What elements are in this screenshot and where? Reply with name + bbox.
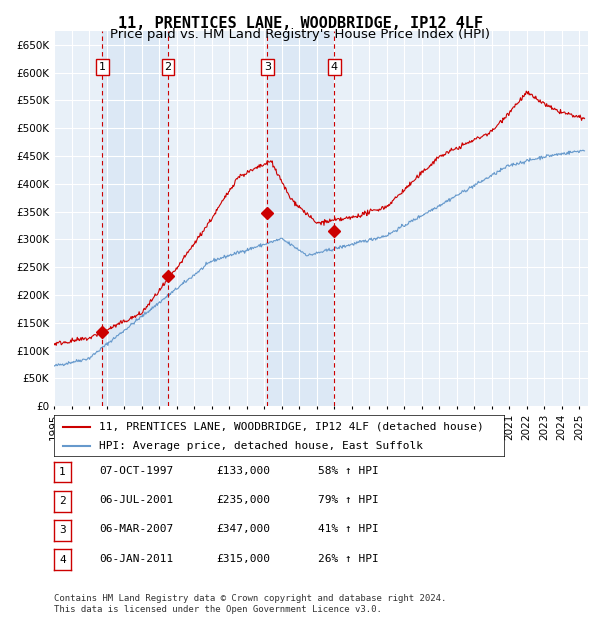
Text: 58% ↑ HPI: 58% ↑ HPI xyxy=(318,466,379,476)
Text: 11, PRENTICES LANE, WOODBRIDGE, IP12 4LF: 11, PRENTICES LANE, WOODBRIDGE, IP12 4LF xyxy=(118,16,482,30)
Text: 11, PRENTICES LANE, WOODBRIDGE, IP12 4LF (detached house): 11, PRENTICES LANE, WOODBRIDGE, IP12 4LF… xyxy=(99,422,484,432)
Bar xyxy=(267,31,334,406)
Text: 4: 4 xyxy=(331,62,338,72)
Text: 3: 3 xyxy=(59,525,66,536)
Text: 07-OCT-1997: 07-OCT-1997 xyxy=(99,466,173,476)
Text: 1: 1 xyxy=(59,467,66,477)
Text: 06-JUL-2001: 06-JUL-2001 xyxy=(99,495,173,505)
Text: HPI: Average price, detached house, East Suffolk: HPI: Average price, detached house, East… xyxy=(99,441,423,451)
Text: Price paid vs. HM Land Registry's House Price Index (HPI): Price paid vs. HM Land Registry's House … xyxy=(110,28,490,41)
Text: 26% ↑ HPI: 26% ↑ HPI xyxy=(318,554,379,564)
Text: 06-JAN-2011: 06-JAN-2011 xyxy=(99,554,173,564)
Bar xyxy=(103,31,168,406)
Text: 4: 4 xyxy=(59,554,66,565)
Text: 06-MAR-2007: 06-MAR-2007 xyxy=(99,525,173,534)
Text: £315,000: £315,000 xyxy=(216,554,270,564)
Text: 2: 2 xyxy=(164,62,172,72)
Text: £133,000: £133,000 xyxy=(216,466,270,476)
Text: 2: 2 xyxy=(59,496,66,507)
Text: Contains HM Land Registry data © Crown copyright and database right 2024.
This d: Contains HM Land Registry data © Crown c… xyxy=(54,595,446,614)
Text: 41% ↑ HPI: 41% ↑ HPI xyxy=(318,525,379,534)
Text: 1: 1 xyxy=(99,62,106,72)
Text: £347,000: £347,000 xyxy=(216,525,270,534)
Text: £235,000: £235,000 xyxy=(216,495,270,505)
Text: 79% ↑ HPI: 79% ↑ HPI xyxy=(318,495,379,505)
Text: 3: 3 xyxy=(264,62,271,72)
